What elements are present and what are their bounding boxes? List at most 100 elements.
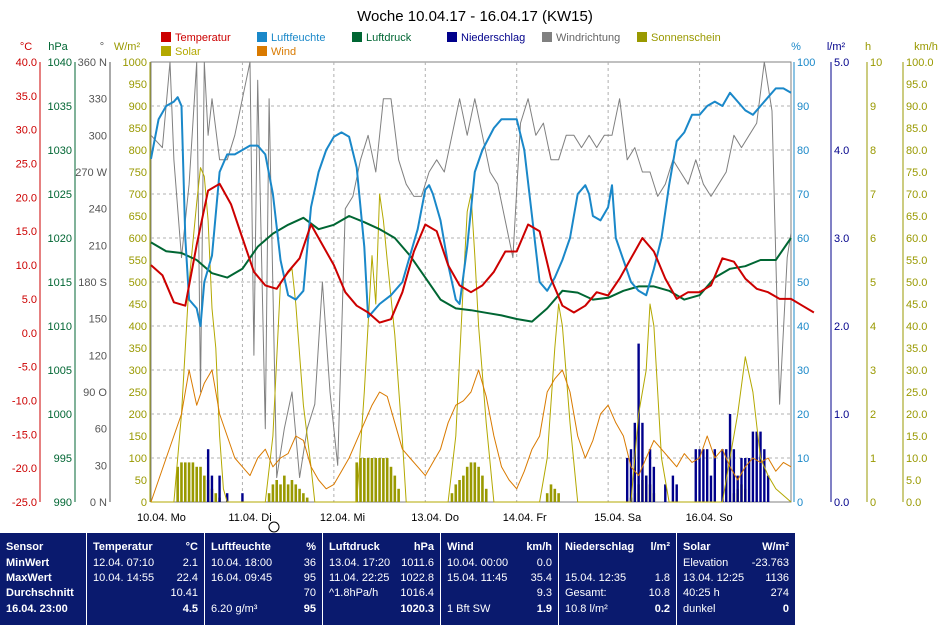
bar-niederschlag xyxy=(702,449,705,502)
temperatur-current: 4.5 xyxy=(182,603,198,615)
axis-tick-label: 0.0 xyxy=(22,328,37,340)
axis-unit-h: h xyxy=(865,41,871,53)
axis-unit-l/m²: l/m² xyxy=(827,41,846,53)
axis-tick-label: 0.0 xyxy=(906,497,921,509)
bar-niederschlag xyxy=(694,449,697,502)
bar-sonnenschein xyxy=(549,484,553,502)
solar-elevation-val: -23.763 xyxy=(751,557,789,569)
bar-sonnenschein xyxy=(393,475,397,502)
axis-tick-label: 120 xyxy=(89,350,107,362)
bar-niederschlag xyxy=(225,493,229,502)
axis-tick-label: 500 xyxy=(129,277,147,289)
legend-label-windrichtung: Windrichtung xyxy=(556,32,620,44)
luftdruck-unit: hPa xyxy=(413,541,434,553)
chart-axes: °C40.035.030.025.020.015.010.05.00.0-5.0… xyxy=(12,41,938,509)
bar-sonnenschein xyxy=(389,466,393,502)
axis-tick-label: 60 xyxy=(95,424,107,436)
axis-tick-label: 90.0 xyxy=(906,101,927,113)
axis-tick-label: 995 xyxy=(54,453,72,465)
time-marker-icon[interactable] xyxy=(268,521,280,533)
axis-tick-label: 80 xyxy=(797,145,809,157)
bar-sonnenschein xyxy=(462,475,465,502)
axis-tick-label: 700 xyxy=(129,189,147,201)
wind-block: Wind km/h 10.04. 00:00 0.0 15.04. 11:45 35.… xyxy=(441,533,558,625)
bar-sonnenschein xyxy=(279,484,282,502)
bar-niederschlag xyxy=(664,484,667,502)
bar-niederschlag xyxy=(637,343,640,502)
axis-tick-label: 35.0 xyxy=(16,91,37,103)
niederschlag-header: Niederschlag xyxy=(565,541,635,553)
bar-sonnenschein xyxy=(450,493,454,502)
luftfeuchte-header: Luftfeuchte xyxy=(211,541,271,553)
axis-tick-label: -15.0 xyxy=(12,429,37,441)
axis-tick-label: 30.0 xyxy=(16,125,37,137)
bar-sonnenschein xyxy=(359,458,362,502)
wind-min-time: 10.04. 00:00 xyxy=(447,557,509,569)
bar-sonnenschein xyxy=(283,475,286,502)
luftfeuchte-min-time: 10.04. 18:00 xyxy=(211,557,273,569)
axis-tick-label: 0 xyxy=(141,497,147,509)
luftfeuchte-block: Luftfeuchte% 10.04. 18:00 36 16.04. 09:45… xyxy=(205,533,322,625)
bar-sonnenschein xyxy=(214,493,218,502)
luftfeuchte-min-val: 36 xyxy=(303,557,316,569)
luftdruck-current: 1020.3 xyxy=(400,603,434,615)
axis-tick-label: 4 xyxy=(870,321,876,333)
axis-tick-label: 5.0 xyxy=(22,294,37,306)
axis-tick-label: 7 xyxy=(870,189,876,201)
bar-sonnenschein xyxy=(195,466,199,502)
axis-tick-label: 30.0 xyxy=(906,365,927,377)
bar-sonnenschein xyxy=(203,475,206,502)
axis-tick-label: 350 xyxy=(129,343,147,355)
durchschnitt-label: Durchschnitt xyxy=(6,587,74,599)
series-line-solar xyxy=(151,167,792,503)
bar-niederschlag xyxy=(641,422,644,502)
bar-sonnenschein xyxy=(294,484,298,502)
axis-tick-label: 210 xyxy=(89,240,107,252)
axis-tick-label: 100.0 xyxy=(906,57,934,69)
axis-tick-label: 25.0 xyxy=(16,159,37,171)
sensor-block: Sensor MinWert MaxWert Durchschnitt 16.0… xyxy=(0,533,86,625)
solar-max-val: 1136 xyxy=(765,572,789,584)
axis-tick-label: 0.0 xyxy=(834,497,849,509)
current-datetime: 16.04. 23:00 xyxy=(6,603,68,615)
axis-tick-label: 1000 xyxy=(123,57,147,69)
x-tick-label: 14.04. Fr xyxy=(503,512,547,524)
bar-sonnenschein xyxy=(385,458,389,502)
bar-sonnenschein xyxy=(199,466,202,502)
axis-tick-label: 0 xyxy=(797,497,803,509)
axis-tick-label: 6 xyxy=(870,233,876,245)
bar-sonnenschein xyxy=(458,480,461,502)
axis-tick-label: 180 S xyxy=(78,277,107,289)
solar-max-time: 13.04. 12:25 xyxy=(683,572,745,584)
temperatur-avg: 10.41 xyxy=(170,587,198,599)
axis-tick-label: 1035 xyxy=(48,101,72,113)
axis-tick-label: 100 xyxy=(129,453,147,465)
bar-niederschlag xyxy=(629,449,633,502)
bar-sonnenschein xyxy=(363,458,366,502)
bar-niederschlag xyxy=(648,449,652,502)
axis-tick-label: 85.0 xyxy=(906,123,927,135)
axis-tick-label: 1010 xyxy=(48,321,72,333)
axis-tick-label: 10.0 xyxy=(16,260,37,272)
axis-tick-label: -20.0 xyxy=(12,463,37,475)
axis-tick-label: 30 xyxy=(797,365,809,377)
axis-tick-label: 9 xyxy=(870,101,876,113)
luftfeuchte-abs: 6.20 g/m³ xyxy=(211,603,258,615)
axis-tick-label: 3.0 xyxy=(834,233,849,245)
x-tick-label: 11.04. Di xyxy=(228,512,271,524)
luftfeuchte-max-time: 16.04. 09:45 xyxy=(211,572,273,584)
axis-tick-label: 15.0 xyxy=(906,431,927,443)
axis-tick-label: 70.0 xyxy=(906,189,927,201)
luftdruck-min-time: 13.04. 17:20 xyxy=(329,557,391,569)
axis-tick-label: 5.0 xyxy=(906,475,921,487)
axis-tick-label: 45.0 xyxy=(906,299,927,311)
axis-tick-label: 150 xyxy=(129,431,147,443)
bar-niederschlag xyxy=(652,466,656,502)
bar-sonnenschein xyxy=(275,480,279,502)
bar-niederschlag xyxy=(206,449,210,502)
axis-unit-hPa: hPa xyxy=(48,41,68,53)
legend-label-sonnenschein: Sonnenschein xyxy=(651,32,721,44)
wind-min-val: 0.0 xyxy=(536,557,552,569)
bar-sonnenschein xyxy=(454,484,458,502)
axis-tick-label: 550 xyxy=(129,255,147,267)
